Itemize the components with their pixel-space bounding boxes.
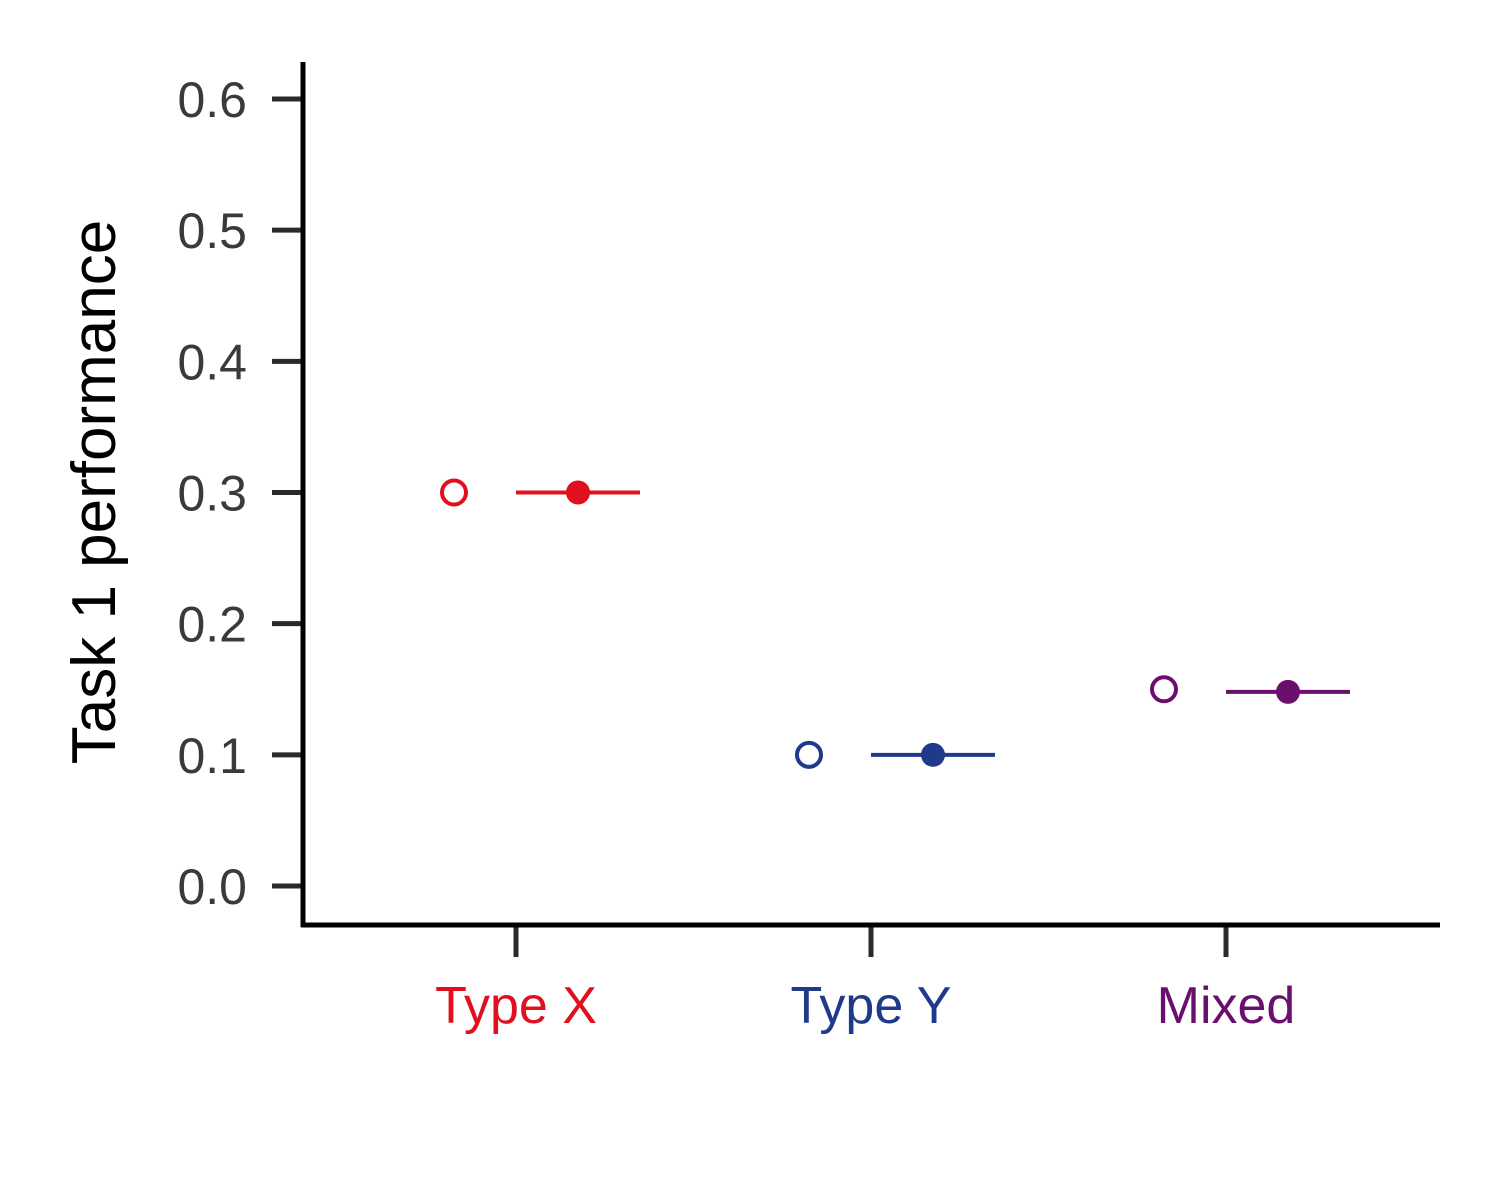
filled-point <box>1276 679 1300 704</box>
y-tick-label: 0.4 <box>177 334 247 390</box>
y-tick-label: 0.6 <box>177 72 247 128</box>
x-category-label: Mixed <box>1157 977 1296 1035</box>
filled-point <box>921 742 945 767</box>
open-point <box>795 740 823 769</box>
x-category-label: Type Y <box>791 977 952 1035</box>
y-tick-label: 0.1 <box>177 728 247 784</box>
y-axis-title: Task 1 performance <box>60 220 129 764</box>
open-point <box>440 478 468 507</box>
y-tick-label: 0.3 <box>177 466 247 522</box>
filled-point <box>566 480 590 505</box>
plot-marks <box>440 478 1350 769</box>
y-axis-ticks: 0.0 0.1 0.2 0.3 0.4 0.5 0.6 <box>177 72 303 915</box>
y-tick-label: 0.2 <box>177 597 247 653</box>
x-category-label: Type X <box>435 977 597 1035</box>
x-axis-ticks: Type X Type Y Mixed <box>435 925 1295 1035</box>
y-tick-label: 0.0 <box>177 859 247 915</box>
open-point <box>1150 675 1178 704</box>
y-tick-label: 0.5 <box>177 203 247 259</box>
